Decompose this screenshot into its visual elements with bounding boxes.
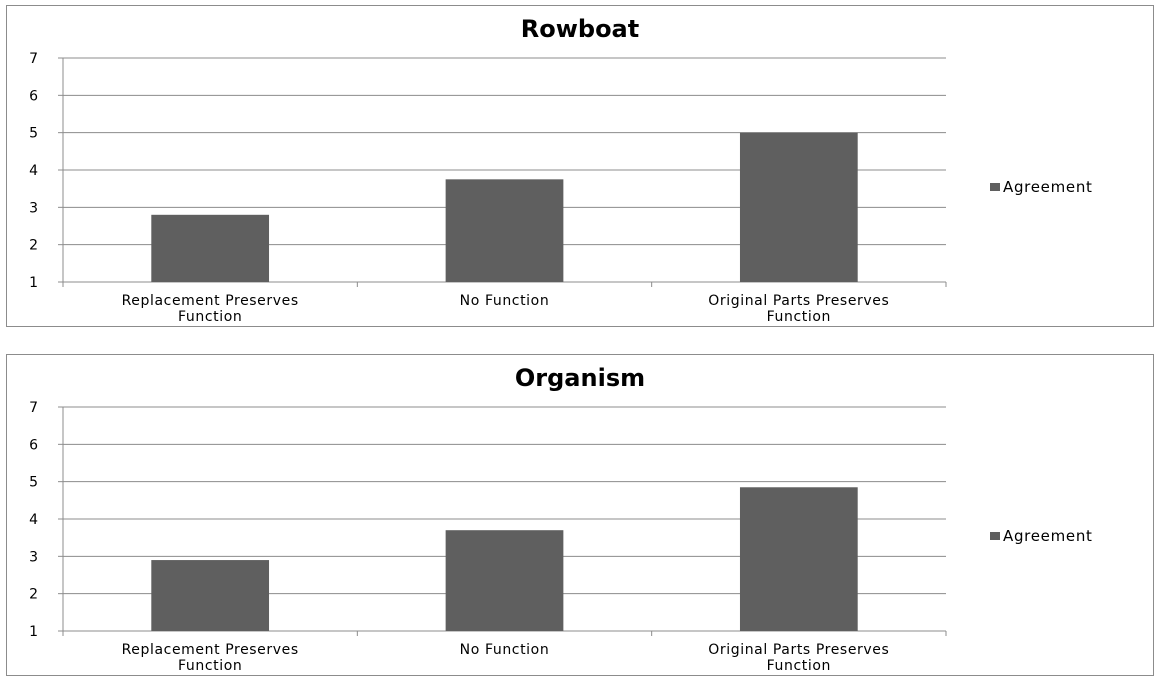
category-label: No Function — [460, 642, 550, 658]
chart-panel-organism: Organism 1 2 3 4 5 6 7 Replacement Preserves Func… — [6, 354, 1154, 676]
bar — [445, 179, 564, 282]
y-tick-label: 4 — [29, 512, 38, 528]
y-tick-label: 3 — [29, 200, 38, 216]
y-tick-label: 7 — [29, 400, 38, 416]
y-tick-label: 2 — [29, 587, 38, 603]
chart-panel-rowboat: Rowboat 1 2 3 4 5 6 7 Replacement Preserves Funct… — [6, 5, 1154, 327]
legend-swatch — [990, 532, 1000, 540]
y-tick-label: 2 — [29, 238, 38, 254]
category-label: Original Parts Preserves — [708, 293, 889, 309]
y-tick-label: 6 — [29, 437, 38, 453]
category-label: Original Parts Preserves — [708, 642, 889, 658]
category-label: Function — [178, 658, 242, 674]
y-tick-label: 1 — [29, 275, 38, 291]
y-tick-label: 5 — [29, 475, 38, 491]
y-tick-label: 1 — [29, 624, 38, 640]
category-label: Function — [767, 658, 831, 674]
chart-title: Organism — [515, 364, 645, 392]
category-label: No Function — [460, 293, 550, 309]
category-label: Function — [178, 309, 242, 325]
category-label: Replacement Preserves — [122, 293, 299, 309]
bar — [739, 132, 858, 282]
bar — [445, 530, 564, 631]
legend-label: Agreement — [1003, 178, 1093, 196]
y-tick-label: 5 — [29, 126, 38, 142]
y-tick-label: 7 — [29, 51, 38, 67]
y-tick-label: 4 — [29, 163, 38, 179]
bar — [151, 214, 270, 282]
y-tick-label: 3 — [29, 549, 38, 565]
chart-title: Rowboat — [521, 15, 639, 43]
bar — [739, 487, 858, 631]
y-tick-label: 6 — [29, 88, 38, 104]
category-label: Function — [767, 309, 831, 325]
category-label: Replacement Preserves — [122, 642, 299, 658]
legend-swatch — [990, 183, 1000, 191]
legend-label: Agreement — [1003, 527, 1093, 545]
bar — [151, 560, 270, 631]
